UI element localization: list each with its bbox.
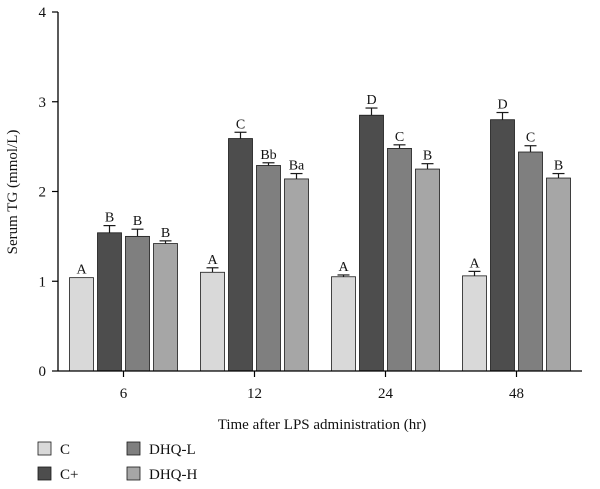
sig-label-C-48: A [469,256,480,271]
bar-C+-12 [228,138,253,372]
sig-label-C+-6: B [105,211,114,226]
legend-swatch-DHQ-L [126,441,141,456]
bar-C-48 [462,275,487,372]
x-tick-label-3: 48 [509,386,524,402]
bar-C+-24 [359,114,384,372]
sig-label-C+-12: C [236,117,245,132]
sig-label-C+-48: D [497,98,507,113]
y-tick-label-0: 0 [39,364,47,380]
sig-label-DHQ-L-12: Bb [260,148,276,163]
y-tick-label-1: 1 [39,274,47,290]
x-tick-label-2: 24 [378,386,394,402]
legend-label-C: C [60,442,70,458]
x-tick-label-0: 6 [120,386,128,402]
legend-label-DHQ-H: DHQ-H [149,467,197,483]
bar-DHQ-H-6 [153,243,178,372]
sig-label-DHQ-H-24: B [423,149,432,164]
bar-DHQ-H-48 [546,177,571,372]
legend-swatch-C+ [37,466,52,481]
sig-label-DHQ-H-6: B [161,226,170,241]
y-tick-label-3: 3 [39,95,47,111]
bar-C-12 [200,271,225,372]
y-axis-title: Serum TG (mmol/L) [5,130,21,255]
bar-DHQ-L-48 [518,151,543,372]
sig-label-DHQ-H-48: B [554,159,563,174]
x-axis-title: Time after LPS administration (hr) [218,417,427,433]
legend-label-C+: C+ [60,467,78,483]
sig-label-C+-24: D [366,93,376,108]
x-tick-label-1: 12 [247,386,262,402]
bar-C+-6 [97,232,122,372]
bar-DHQ-H-12 [284,178,309,372]
sig-label-C-12: A [207,253,218,268]
legend-label-DHQ-L: DHQ-L [149,442,196,458]
sig-label-C-24: A [338,260,349,275]
bar-C+-48 [490,119,515,372]
sig-label-C-6: A [76,263,87,278]
sig-label-DHQ-L-24: C [395,130,404,145]
bar-C-24 [331,276,356,372]
y-tick-label-4: 4 [39,5,47,21]
legend: C C+ DHQ-L DHQ-H [37,441,197,483]
bars-layer: A B B B A C Bb Ba A D C B A D C B [69,93,571,372]
legend-swatch-C [37,441,52,456]
sig-label-DHQ-L-6: B [133,214,142,229]
bar-DHQ-H-24 [415,168,440,372]
legend-swatch-DHQ-H [126,466,141,481]
sig-label-DHQ-L-48: C [526,131,535,146]
bar-C-6 [69,277,94,372]
sig-label-DHQ-H-12: Ba [289,159,305,174]
bar-DHQ-L-24 [387,148,412,372]
bar-DHQ-L-12 [256,165,281,372]
y-tick-label-2: 2 [39,185,47,201]
bar-DHQ-L-6 [125,235,150,372]
